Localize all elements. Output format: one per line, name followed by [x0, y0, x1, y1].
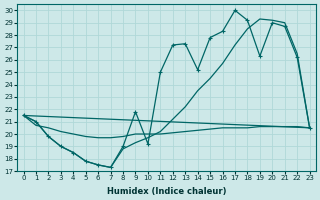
X-axis label: Humidex (Indice chaleur): Humidex (Indice chaleur) — [107, 187, 226, 196]
